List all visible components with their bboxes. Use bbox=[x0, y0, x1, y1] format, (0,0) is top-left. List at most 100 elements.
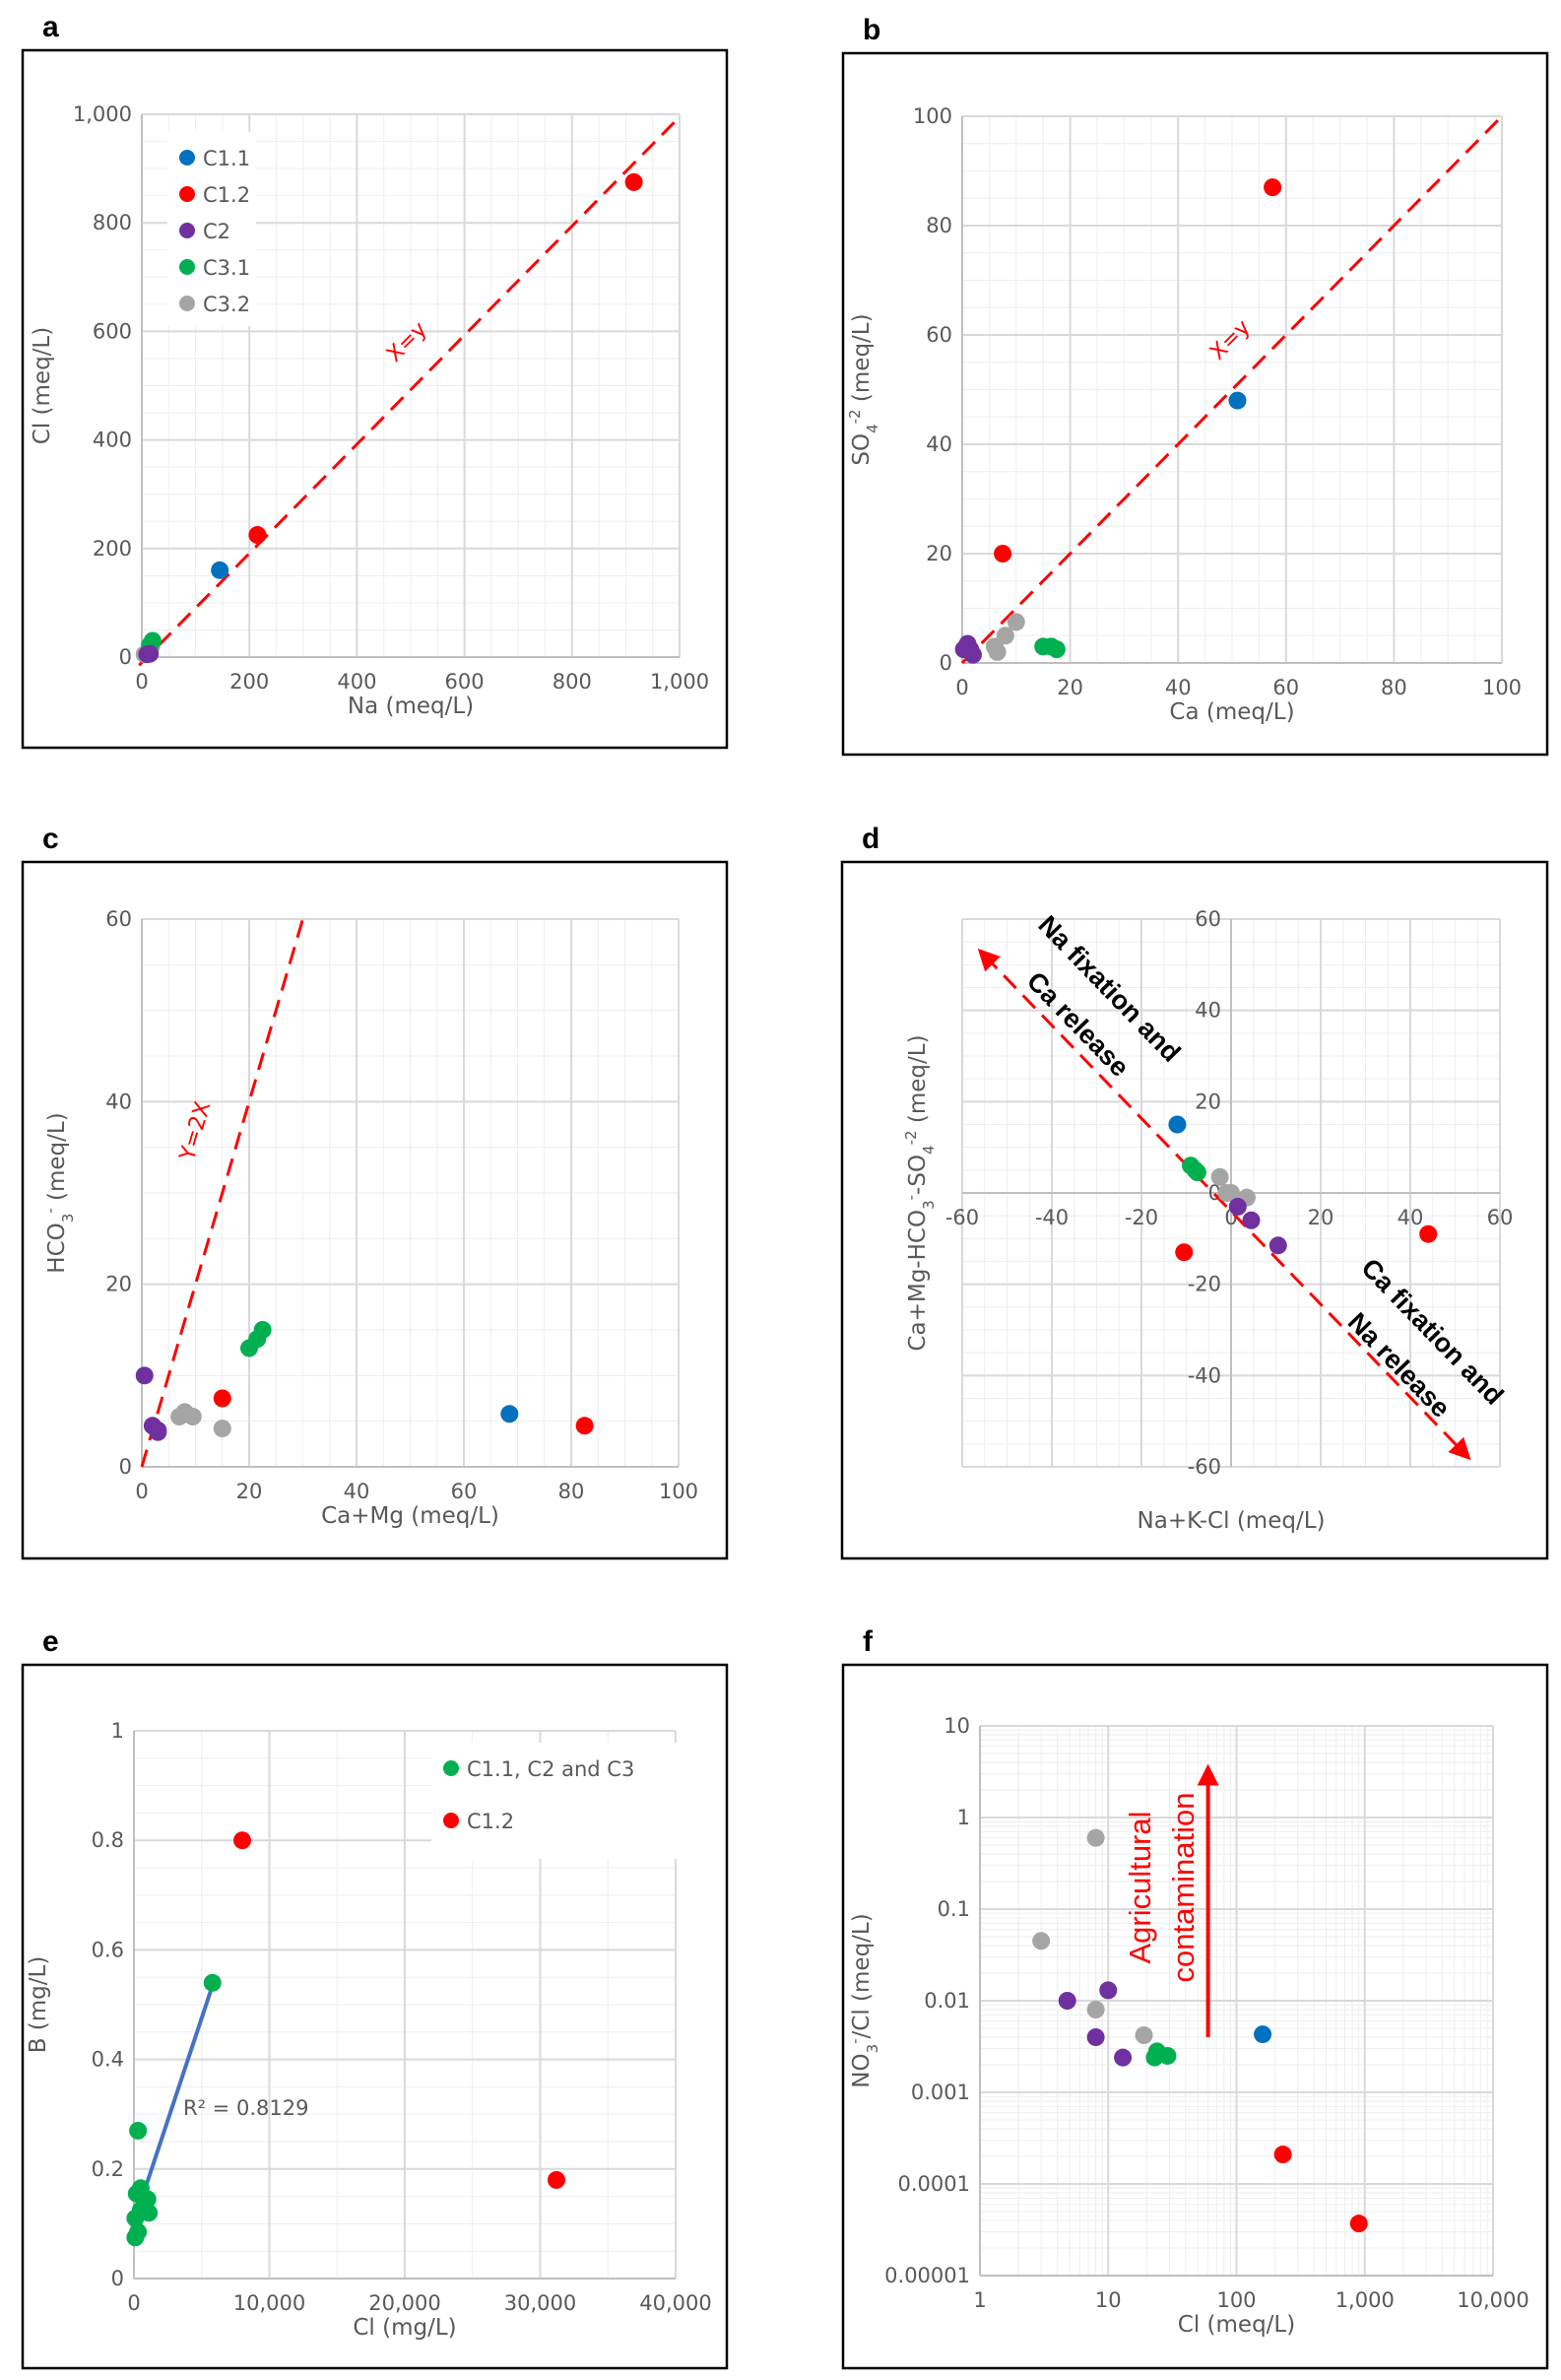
x-tick-label: 0 bbox=[135, 670, 148, 694]
panel-frame bbox=[21, 48, 729, 750]
x-tick-label: -60 bbox=[945, 1206, 979, 1229]
x-tick-label: 0 bbox=[135, 1480, 148, 1503]
axis-label-part: Ca+Mg (meq/L) bbox=[321, 1503, 499, 1529]
data-point bbox=[1222, 1184, 1240, 1202]
x-tick-label: 100 bbox=[659, 1480, 698, 1503]
series-C1.2 bbox=[233, 1831, 565, 2189]
y-tick-label: 0.6 bbox=[92, 1938, 124, 1961]
data-point bbox=[1264, 178, 1282, 197]
legend-marker bbox=[179, 223, 195, 238]
x-tick-label: 20,000 bbox=[368, 2291, 440, 2315]
panel-frame bbox=[841, 51, 1549, 757]
data-point bbox=[1047, 640, 1066, 659]
data-point bbox=[500, 1405, 519, 1423]
panel-frame bbox=[21, 860, 729, 1560]
data-point bbox=[1175, 1243, 1194, 1262]
series-C1.2 bbox=[1273, 2146, 1368, 2233]
series-C3.2 bbox=[985, 613, 1025, 661]
axis-label-part: SO bbox=[849, 433, 875, 466]
legend-entry: C1.1 bbox=[203, 147, 250, 170]
axis-label-part: Na (meq/L) bbox=[348, 694, 474, 719]
axis-label-part: -2 bbox=[902, 1130, 920, 1145]
x-tick-label: 200 bbox=[229, 670, 269, 694]
axis-label-part: -2 bbox=[846, 409, 864, 424]
x-tick-label: 600 bbox=[445, 670, 485, 694]
x-tick-label: 80 bbox=[1381, 676, 1407, 699]
data-point bbox=[1135, 2026, 1153, 2045]
data-point bbox=[213, 1420, 231, 1438]
series-C3.1 bbox=[1182, 1157, 1206, 1182]
data-point bbox=[129, 2222, 148, 2241]
x-tick-label: 20 bbox=[236, 1480, 263, 1503]
data-point bbox=[1419, 1224, 1438, 1243]
reference-line-yeq2x bbox=[140, 918, 304, 1468]
x-tick-label: 400 bbox=[337, 670, 376, 694]
y-tick-label: 0.001 bbox=[911, 2081, 970, 2104]
data-point bbox=[548, 2170, 565, 2189]
y-tick-label: 0 bbox=[111, 2267, 124, 2290]
series-C2 bbox=[1058, 1981, 1133, 2067]
legend-entry: C1.2 bbox=[203, 183, 250, 207]
y-tick-label: -20 bbox=[1188, 1273, 1221, 1296]
series-C1.2 bbox=[213, 1389, 594, 1435]
y-tick-label: 400 bbox=[93, 429, 132, 452]
reference-line-xeqy bbox=[138, 121, 676, 667]
x-tick-label: 40,000 bbox=[639, 2291, 711, 2315]
panel-frame bbox=[841, 1663, 1549, 2370]
y-tick-label: 800 bbox=[93, 211, 132, 234]
y-tick-label: 100 bbox=[913, 104, 952, 128]
series-C1.1 bbox=[1254, 2025, 1272, 2044]
contamination-annotation: contamination bbox=[1166, 1792, 1201, 1982]
y-axis-title: SO4-2 (meq/L) bbox=[846, 313, 881, 465]
data-point bbox=[1086, 2001, 1105, 2019]
panel-label: c bbox=[42, 823, 59, 855]
data-point bbox=[1242, 1211, 1261, 1229]
data-point bbox=[1158, 2046, 1177, 2065]
data-point bbox=[135, 1366, 154, 1385]
gridlines bbox=[141, 918, 680, 1468]
legend: C1.1 C1.2 C2 C3.1 C3.2 bbox=[167, 132, 256, 326]
x-tick-label: 10,000 bbox=[1457, 2288, 1528, 2312]
legend-marker bbox=[443, 1813, 459, 1828]
series-C1.2 bbox=[1175, 1224, 1438, 1262]
y-tick-label: 40 bbox=[105, 1090, 132, 1113]
x-tick-label: 1,000 bbox=[650, 670, 709, 694]
axis-label-part: (meq/L) bbox=[44, 1112, 70, 1208]
data-point bbox=[129, 2121, 148, 2140]
x-tick-label: 10 bbox=[1095, 2288, 1122, 2312]
x-tick-label: 60 bbox=[451, 1480, 478, 1503]
panel-label: f bbox=[863, 1625, 874, 1658]
series-C1.1 bbox=[1168, 1115, 1187, 1134]
y-tick-label: -40 bbox=[1188, 1363, 1221, 1387]
axis-label-part: HCO bbox=[44, 1223, 70, 1273]
x-axis-title: Na+K-Cl (meq/L) bbox=[1138, 1508, 1326, 1534]
axis-label-part: /Cl (meq/L) bbox=[849, 1913, 875, 2038]
data-point bbox=[988, 642, 1007, 661]
axis-label-part: Cl (mg/L) bbox=[353, 2315, 456, 2341]
data-point bbox=[213, 1389, 231, 1408]
data-point bbox=[1086, 1828, 1105, 1847]
panel-d: d-60 -40 -20 0 20 40 60-60-40-200204060Na+K-Cl… bbox=[840, 823, 1549, 1560]
panel-e: e 0 10,000 20,000 30,000 40,000 0 0.2 0.4 0.6 0.8 1… bbox=[21, 1625, 729, 2370]
y-axis-title: HCO3- (meq/L) bbox=[41, 1112, 77, 1273]
reference-line bbox=[133, 1984, 215, 2219]
y-axis-title: Cl (meq/L) bbox=[30, 327, 55, 444]
x-axis-title: Ca (meq/L) bbox=[1169, 699, 1294, 725]
legend-entry: C1.2 bbox=[467, 1810, 514, 1833]
axis-label-part: Na+K-Cl (meq/L) bbox=[1138, 1508, 1326, 1534]
data-point bbox=[1058, 1992, 1076, 2010]
series-C1.1 bbox=[500, 1405, 519, 1423]
x-axis-title: Na (meq/L) bbox=[348, 694, 474, 719]
axis-label-part: -SO bbox=[905, 1155, 931, 1195]
data-point bbox=[1273, 2146, 1292, 2164]
y-tick-label: 20 bbox=[105, 1273, 132, 1296]
series-C2 bbox=[138, 644, 160, 664]
data-point bbox=[1188, 1163, 1206, 1182]
x-tick-label: 20 bbox=[1057, 676, 1083, 699]
axis-label-part: (meq/L) bbox=[849, 313, 875, 409]
reference-line bbox=[977, 948, 1471, 1461]
data-point bbox=[1007, 613, 1025, 631]
axis-label-part: 4 bbox=[864, 424, 881, 433]
legend-entry: C3.1 bbox=[203, 256, 250, 280]
y-tick-label: 80 bbox=[926, 214, 952, 237]
